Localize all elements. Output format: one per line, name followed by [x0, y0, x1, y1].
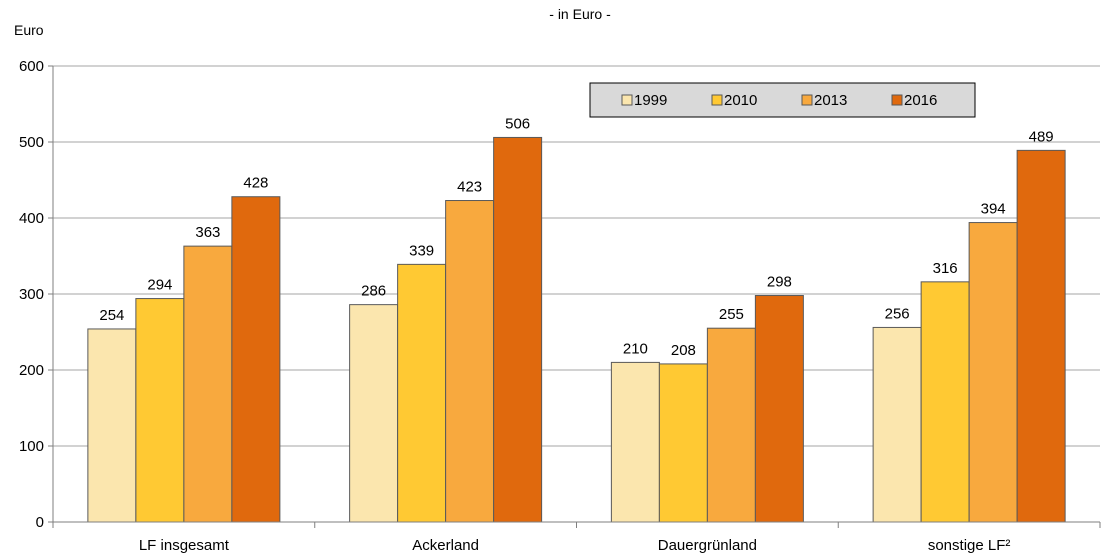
bar-2016	[754, 295, 804, 523]
data-label: 254	[99, 307, 124, 324]
data-label: 286	[361, 283, 386, 300]
x-category-label: LF insgesamt	[139, 537, 230, 554]
legend-swatch-2010	[711, 94, 723, 106]
data-label: 298	[767, 274, 792, 291]
legend-label: 1999	[634, 92, 667, 109]
chart-subtitle: - in Euro -	[549, 6, 611, 22]
bar-2013	[445, 200, 495, 523]
data-label: 489	[1029, 128, 1054, 145]
bar-2010	[397, 263, 447, 523]
data-label: 256	[885, 305, 910, 322]
y-tick-label: 200	[19, 362, 44, 379]
data-label: 363	[195, 224, 220, 241]
bar-2013	[968, 222, 1018, 523]
bar-2010	[920, 281, 970, 523]
legend-swatch-2013	[801, 94, 813, 106]
x-category-label: Ackerland	[412, 537, 479, 554]
x-category-label: sonstige LF²	[928, 537, 1011, 554]
legend-swatch-2016	[891, 94, 903, 106]
bar-2013	[183, 245, 233, 523]
data-label: 208	[671, 342, 696, 359]
legend-label: 2016	[904, 92, 937, 109]
data-label: 294	[147, 277, 172, 294]
bar-2013	[706, 327, 756, 523]
data-label: 423	[457, 179, 482, 196]
data-label: 255	[719, 306, 744, 323]
y-tick-label: 300	[19, 286, 44, 303]
data-label: 428	[243, 175, 268, 192]
data-label: 210	[623, 340, 648, 357]
bar-1999	[610, 361, 660, 523]
bars: 254 294 363 428 286 339 423 506 210 208 255 298 256 3…	[87, 115, 1066, 523]
bar-1999	[872, 326, 922, 523]
bar-2016	[493, 136, 543, 523]
bar-2016	[1016, 149, 1066, 523]
y-tick-label: 100	[19, 438, 44, 455]
x-category-label: Dauergrünland	[658, 537, 757, 554]
y-tick-label: 500	[19, 134, 44, 151]
data-label: 394	[981, 201, 1006, 218]
data-label: 506	[505, 115, 530, 132]
legend-label: 2010	[724, 92, 757, 109]
bar-2010	[135, 298, 185, 523]
legend-label: 2013	[814, 92, 847, 109]
bar-1999	[87, 328, 137, 523]
bar-2016	[231, 196, 281, 523]
legend-box	[589, 82, 976, 118]
y-tick-label: 600	[19, 58, 44, 75]
bar-1999	[349, 304, 399, 523]
y-tick-label: 400	[19, 210, 44, 227]
bar-2010	[658, 363, 708, 523]
data-label: 339	[409, 242, 434, 259]
legend-swatch-1999	[621, 94, 633, 106]
y-tick-label: 0	[36, 514, 44, 531]
y-axis-unit-label: Euro	[14, 22, 44, 38]
data-label: 316	[933, 260, 958, 277]
axes: 0 100 200 300 400 500 600 LF insgesamt Ackerland…	[19, 58, 1101, 554]
legend: 1999 2010 2013 2016	[589, 82, 976, 118]
